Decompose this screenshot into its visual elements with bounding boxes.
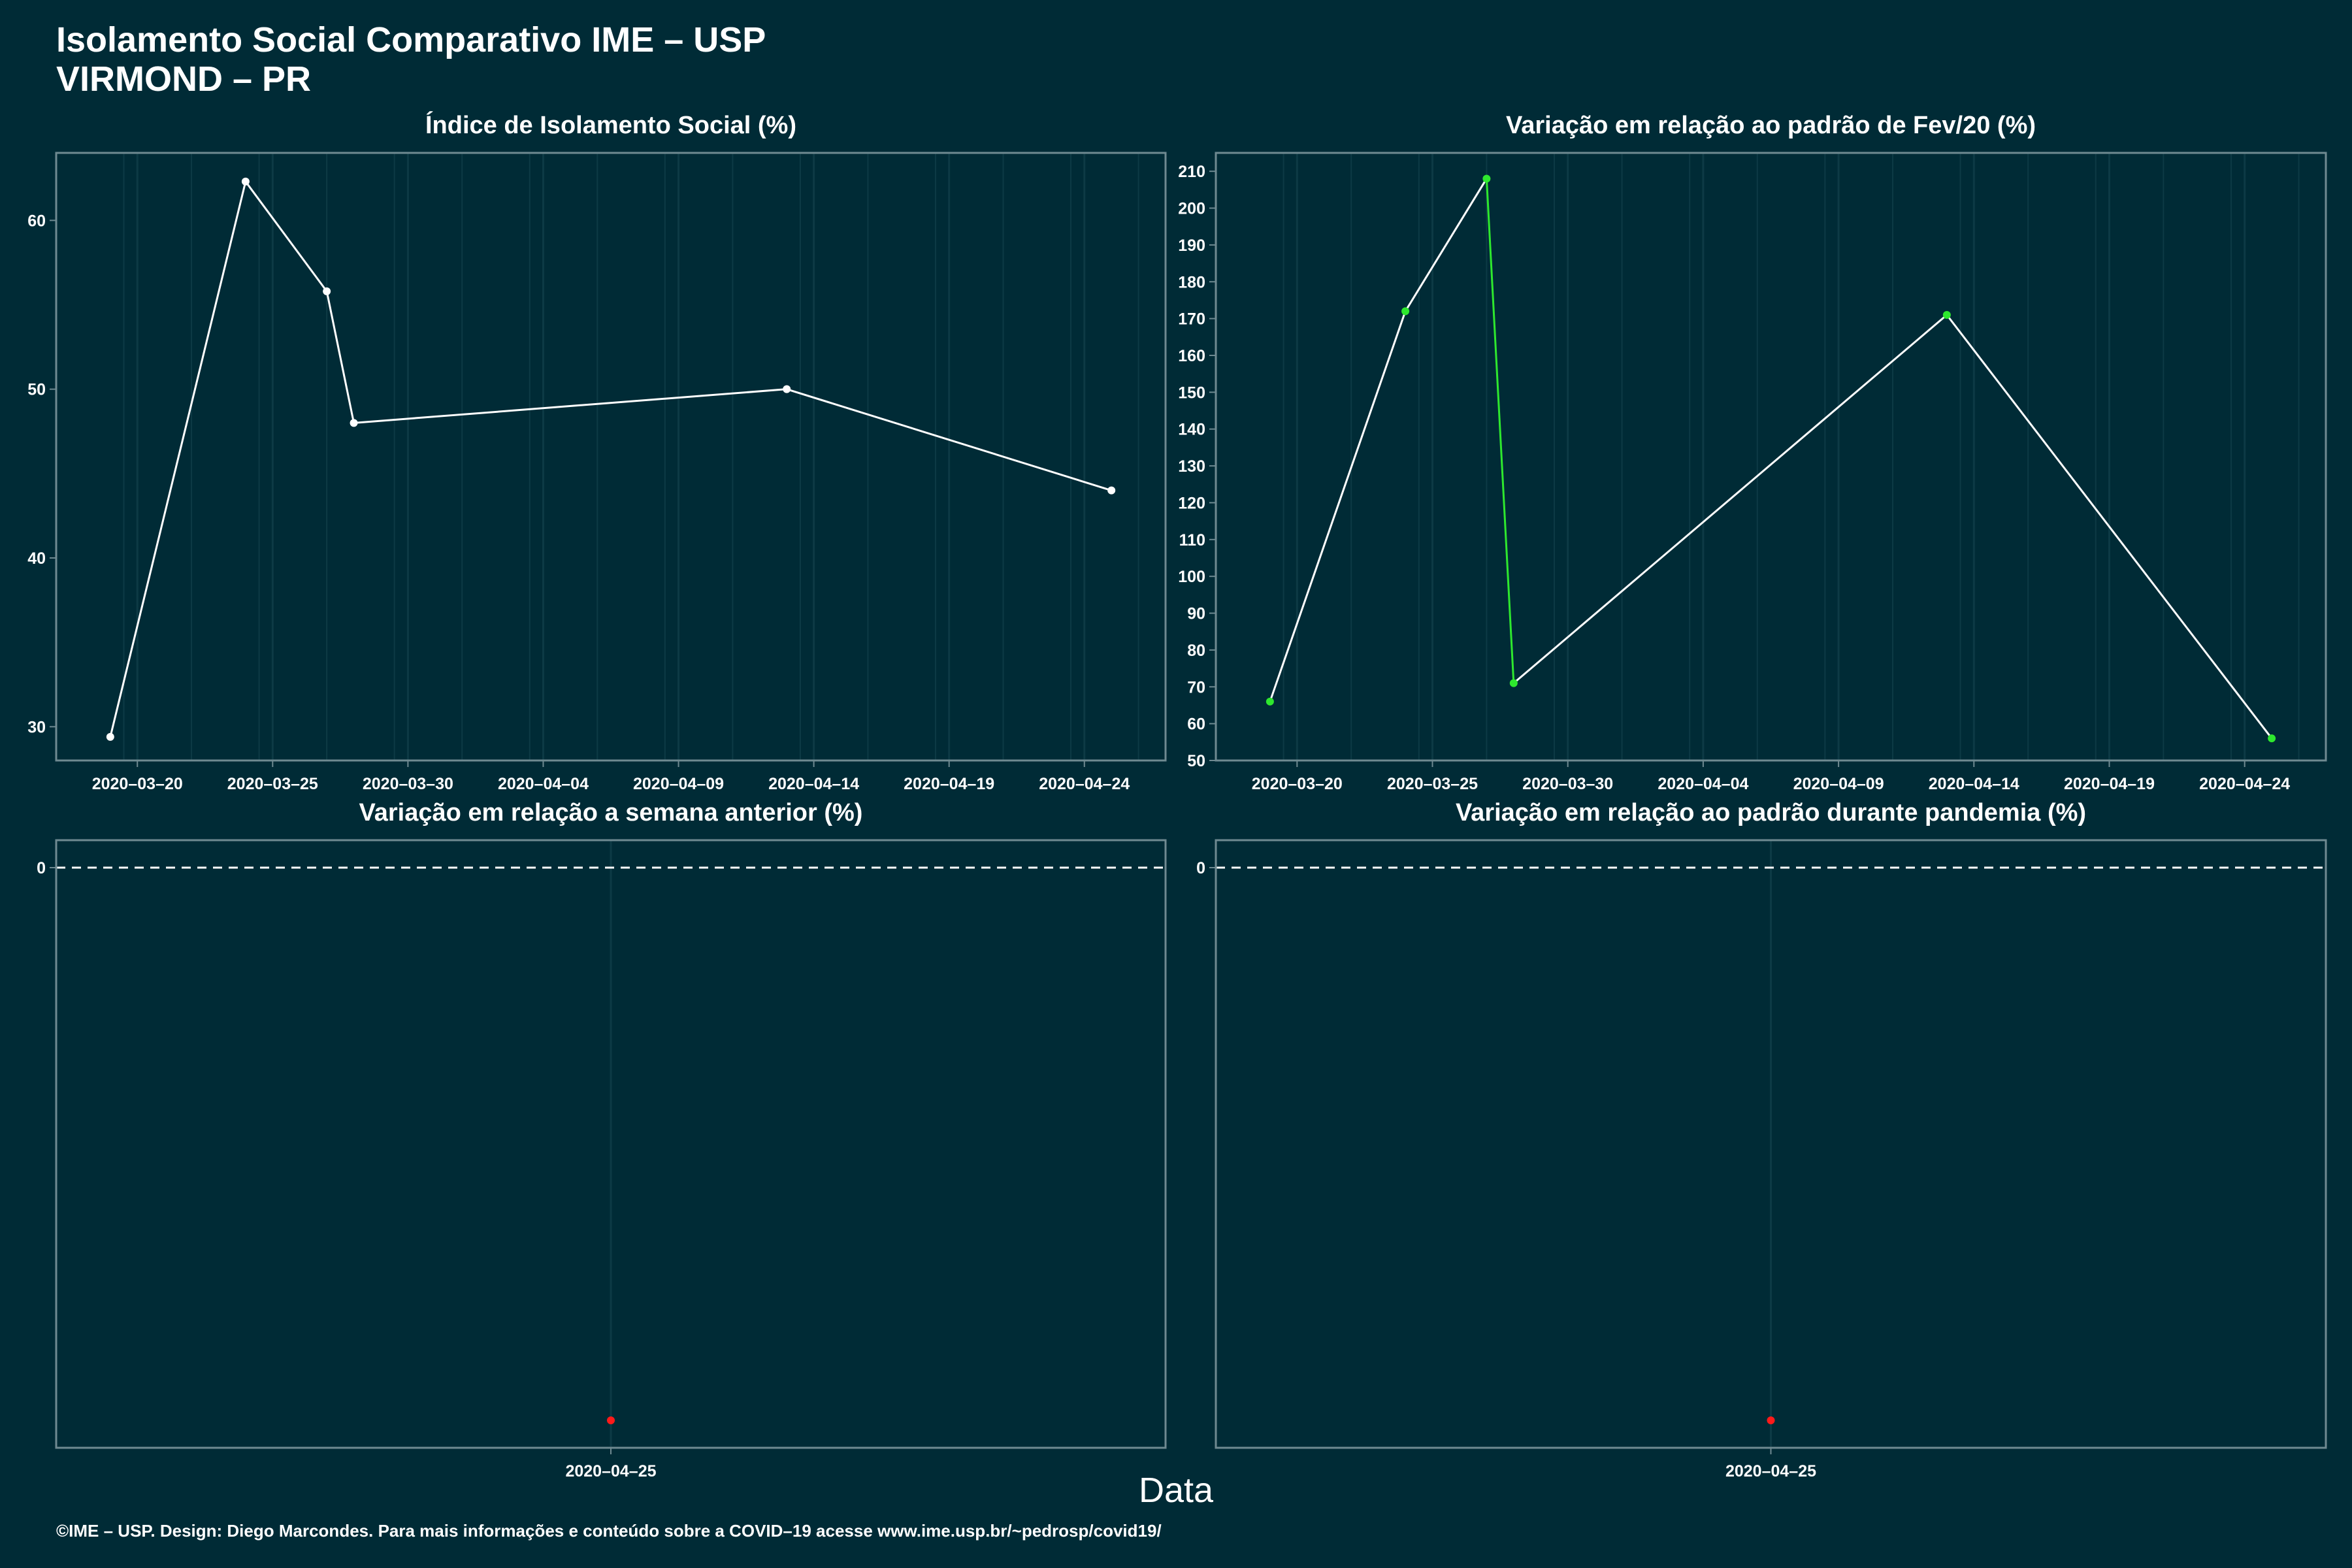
- data-point: [2268, 734, 2276, 743]
- data-point: [350, 419, 358, 427]
- panel-border: [1215, 839, 2327, 1449]
- y-tick-label: 140: [1178, 421, 1205, 439]
- data-point: [1107, 486, 1116, 495]
- x-tick-label: 2020–03–25: [227, 775, 318, 793]
- y-tick-label: 40: [27, 549, 46, 568]
- series-segment: [1485, 178, 1515, 683]
- y-tick-label: 110: [1179, 531, 1205, 549]
- y-tick-label: 70: [1187, 678, 1205, 696]
- x-tick-label: 2020–04–04: [498, 775, 589, 793]
- series-segment: [1269, 310, 1407, 702]
- x-tick-label: 2020–04–25: [1725, 1462, 1816, 1480]
- chart-panel-variation-feb: Variação em relação ao padrão de Fev/20 …: [1178, 112, 2327, 793]
- y-tick-label: 200: [1178, 200, 1205, 218]
- chart-panel-variation-week: Variação em relação a semana anterior (%…: [37, 799, 1167, 1480]
- data-point: [607, 1416, 615, 1424]
- x-tick-label: 2020–03–30: [363, 775, 453, 793]
- y-tick-label: 150: [1178, 384, 1205, 402]
- y-tick-label: 50: [1187, 752, 1205, 770]
- panel-border: [55, 152, 1167, 762]
- y-tick-label: 170: [1178, 310, 1205, 329]
- x-axis-label: Data: [1138, 1471, 1214, 1510]
- y-tick-label: 160: [1178, 347, 1205, 365]
- figure-subtitle: VIRMOND – PR: [56, 59, 312, 99]
- data-point: [241, 177, 250, 186]
- series-segment: [325, 291, 355, 423]
- y-tick-label: 210: [1178, 163, 1205, 181]
- y-tick-label: 190: [1178, 237, 1205, 255]
- x-tick-label: 2020–04–19: [904, 775, 994, 793]
- panel-title: Variação em relação ao padrão de Fev/20 …: [1506, 112, 2036, 139]
- data-point: [783, 385, 791, 393]
- series-segment: [353, 388, 787, 424]
- y-tick-label: 90: [1187, 605, 1205, 623]
- y-tick-label: 0: [37, 859, 46, 877]
- data-point: [1767, 1416, 1775, 1424]
- data-point: [1401, 307, 1410, 316]
- y-tick-label: 0: [1196, 859, 1205, 877]
- y-tick-label: 120: [1178, 494, 1205, 512]
- panel-border: [55, 839, 1167, 1449]
- y-tick-label: 50: [27, 381, 46, 399]
- x-tick-label: 2020–04–14: [1929, 775, 2019, 793]
- y-tick-label: 130: [1178, 457, 1205, 476]
- caption: ©IME – USP. Design: Diego Marcondes. Par…: [56, 1521, 1162, 1541]
- data-point: [323, 287, 331, 295]
- y-tick-label: 180: [1178, 273, 1205, 291]
- data-point: [1266, 697, 1274, 706]
- x-tick-label: 2020–04–25: [565, 1462, 656, 1480]
- x-tick-label: 2020–04–09: [633, 775, 724, 793]
- x-tick-label: 2020–04–14: [768, 775, 859, 793]
- chart-panel-variation-pandemic: Variação em relação ao padrão durante pa…: [1196, 799, 2327, 1480]
- data-point: [106, 732, 114, 741]
- y-tick-label: 100: [1178, 568, 1205, 586]
- panel-title: Índice de Isolamento Social (%): [425, 110, 796, 139]
- chart-panel-isolation-index: Índice de Isolamento Social (%) 2020–03–2…: [27, 110, 1167, 793]
- panel-border: [1215, 152, 2327, 762]
- data-point: [1509, 679, 1518, 687]
- data-point: [1482, 174, 1491, 183]
- series-segment: [109, 181, 247, 738]
- y-tick-label: 80: [1187, 642, 1205, 660]
- series-segment: [244, 181, 328, 292]
- y-tick-label: 60: [27, 212, 46, 230]
- x-tick-label: 2020–03–20: [1252, 775, 1343, 793]
- panel-title: Variação em relação ao padrão durante pa…: [1456, 799, 2086, 826]
- x-tick-label: 2020–04–24: [1039, 775, 1130, 793]
- figure-title: Isolamento Social Comparativo IME – USP: [56, 20, 766, 59]
- x-tick-label: 2020–04–09: [1793, 775, 1884, 793]
- series-segment: [1946, 314, 2273, 740]
- x-tick-label: 2020–04–04: [1658, 775, 1748, 793]
- series-segment: [1512, 314, 1948, 684]
- y-tick-label: 30: [27, 718, 46, 736]
- x-tick-label: 2020–03–20: [92, 775, 183, 793]
- y-tick-label: 60: [1187, 715, 1205, 734]
- panel-title: Variação em relação a semana anterior (%…: [359, 799, 863, 826]
- x-tick-label: 2020–03–30: [1522, 775, 1613, 793]
- x-tick-label: 2020–03–25: [1387, 775, 1478, 793]
- series-segment: [1404, 178, 1488, 312]
- data-point: [1942, 311, 1951, 319]
- x-tick-label: 2020–04–19: [2064, 775, 2155, 793]
- x-tick-label: 2020–04–24: [2199, 775, 2290, 793]
- series-segment: [786, 388, 1112, 492]
